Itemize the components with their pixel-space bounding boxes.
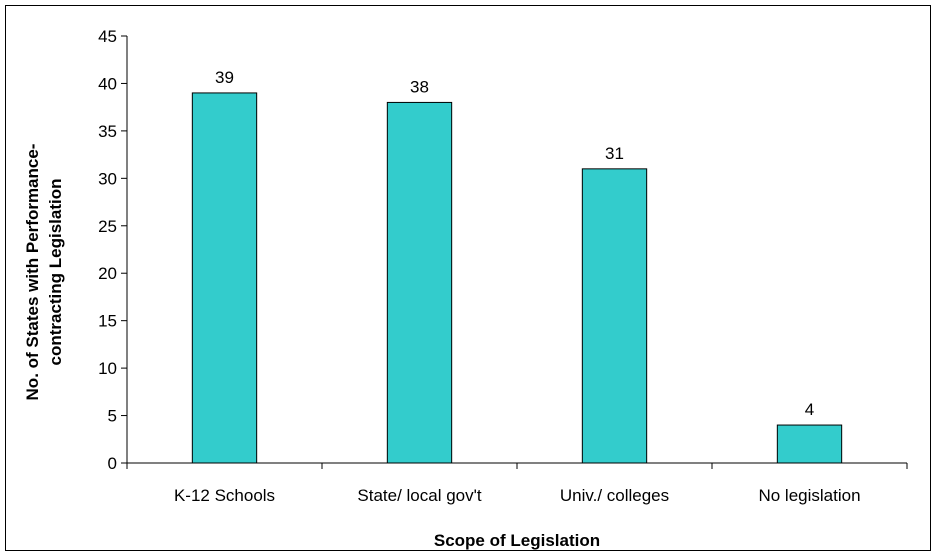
y-tick-label: 0 (108, 454, 117, 473)
y-axis-title-line-2: contracting Legislation (46, 178, 65, 365)
bars (191, 92, 843, 464)
y-tick-label: 35 (98, 122, 117, 141)
y-tick-label: 45 (98, 27, 117, 46)
y-tick-label: 5 (108, 407, 117, 426)
y-tick-label: 15 (98, 312, 117, 331)
y-tick-label: 40 (98, 74, 117, 93)
chart-frame (5, 5, 931, 551)
y-tick-labels: 0 5 10 15 20 25 30 35 40 45 (98, 27, 117, 473)
x-tick-labels: K-12 Schools State/ local gov't Univ./ col… (174, 486, 861, 505)
bar (386, 101, 453, 464)
data-label: 4 (805, 400, 814, 419)
y-tick-label: 10 (98, 359, 117, 378)
y-axis-title-line-1: No. of States with Performance- (23, 144, 42, 401)
data-label: 38 (410, 77, 429, 96)
x-tick-label: K-12 Schools (174, 486, 275, 505)
x-tick-label: State/ local gov't (357, 486, 481, 505)
bar (776, 424, 843, 464)
bar (581, 168, 648, 464)
x-tick-label: Univ./ colleges (560, 486, 669, 505)
y-tick-label: 20 (98, 264, 117, 283)
y-tick-label: 30 (98, 169, 117, 188)
bar (191, 92, 258, 464)
data-labels: 39 38 31 4 (215, 68, 814, 419)
y-tick-label: 25 (98, 217, 117, 236)
data-label: 31 (605, 144, 624, 163)
y-axis-title: No. of States with Performance- contract… (23, 144, 65, 401)
x-tick-label: No legislation (758, 486, 860, 505)
data-label: 39 (215, 68, 234, 87)
x-axis-title: Scope of Legislation (434, 531, 600, 550)
